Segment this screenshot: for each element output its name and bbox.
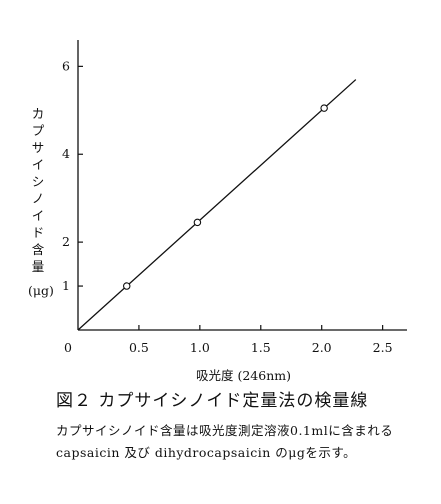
- y-tick-label: 1: [62, 278, 70, 293]
- data-point: [320, 104, 328, 112]
- data-point: [122, 282, 131, 290]
- x-tick-label: 2.0: [312, 340, 332, 355]
- x-tick-label: 2.5: [373, 340, 393, 355]
- chart-axes: [77, 40, 407, 331]
- fit-line-group: [77, 79, 357, 331]
- figure-description: カプサイシノイド含量は吸光度測定溶液0.1mlに含まれる capsaicin 及…: [56, 423, 394, 460]
- x-tick-label: 0: [64, 340, 72, 355]
- data-point: [193, 218, 202, 227]
- y-axis-unit: (μg): [28, 283, 54, 298]
- x-tick-label: 0.5: [129, 340, 149, 355]
- y-tick-label: 6: [62, 58, 70, 73]
- y-axis-label: カプサイシノイド含量: [31, 106, 45, 274]
- y-tick-label: 2: [62, 234, 70, 249]
- x-axis-label: 吸光度 (246nm): [196, 368, 291, 383]
- x-tick-label: 1.0: [190, 340, 210, 355]
- calibration-fit-line: [77, 79, 357, 331]
- data-points: [122, 104, 328, 290]
- x-tick-label: 1.5: [251, 340, 271, 355]
- y-tick-label: 4: [62, 146, 70, 161]
- figure-title: 図２ カプサイシノイド定量法の検量線: [56, 391, 369, 411]
- chart-ticks: 1 2 4 6 0 0.5 1.0 1.5 2.0 2.5: [62, 58, 393, 355]
